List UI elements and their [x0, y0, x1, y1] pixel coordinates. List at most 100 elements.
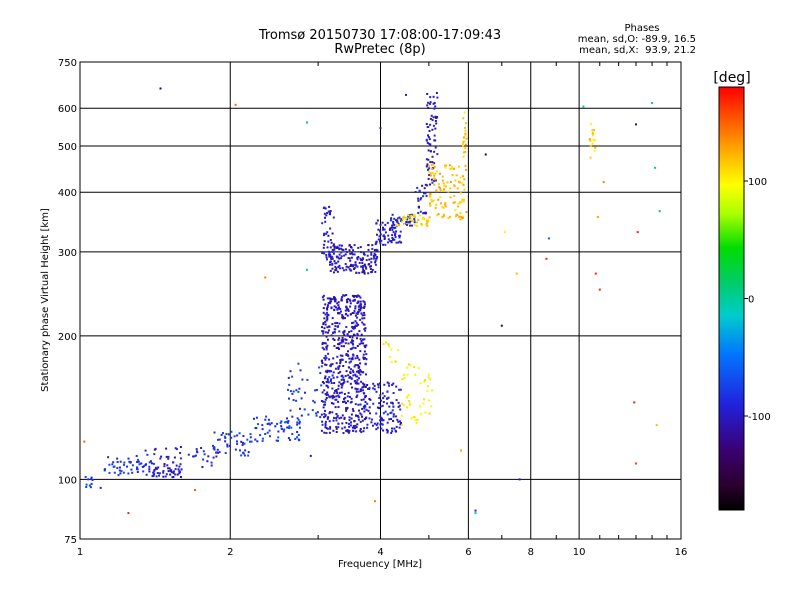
echo-point — [359, 368, 362, 371]
echo-point — [127, 512, 130, 515]
echo-point — [247, 454, 250, 457]
echo-point — [433, 102, 436, 104]
echo-point — [417, 212, 420, 214]
echo-point — [374, 243, 377, 246]
echo-point — [202, 458, 205, 461]
echo-point — [338, 312, 341, 315]
echo-point — [390, 348, 393, 351]
echo-point — [347, 309, 350, 312]
echo-point — [431, 161, 434, 164]
phase-stats-o-mode: mean, sd,O: -89.9, 16.5 — [578, 34, 696, 45]
echo-point — [347, 430, 350, 433]
echo-point — [321, 381, 324, 383]
echo-point — [295, 389, 298, 392]
echo-point — [233, 435, 236, 438]
x-tick-label: 4 — [377, 547, 383, 558]
echo-point — [357, 323, 360, 326]
echo-point — [390, 411, 393, 414]
echo-point — [99, 486, 102, 489]
echo-point — [340, 386, 343, 389]
echo-point — [352, 299, 355, 302]
echo-point — [352, 265, 355, 268]
echo-point — [329, 269, 332, 272]
echo-point — [353, 365, 356, 368]
echo-point — [377, 238, 380, 241]
echo-point — [103, 468, 106, 471]
echo-point — [395, 425, 398, 428]
echo-point — [116, 461, 119, 463]
echo-point — [338, 337, 341, 340]
echo-point — [357, 246, 360, 249]
echo-point — [210, 461, 213, 464]
echo-point — [352, 264, 355, 267]
echo-point — [145, 463, 147, 466]
echo-point — [328, 250, 330, 253]
echo-point — [426, 141, 429, 144]
echo-point — [361, 314, 364, 317]
echo-point — [354, 364, 357, 367]
echo-point — [153, 470, 156, 473]
echo-point — [212, 447, 215, 450]
echo-point — [456, 187, 459, 190]
echo-point — [330, 241, 333, 244]
echo-point — [192, 455, 195, 458]
echo-point — [321, 222, 324, 225]
echo-point — [238, 432, 241, 435]
echo-point — [152, 471, 155, 474]
echo-point — [596, 215, 599, 218]
echo-point — [335, 262, 338, 265]
echo-point — [436, 214, 439, 216]
echo-point — [363, 264, 366, 267]
echo-point — [321, 346, 324, 349]
echo-point — [335, 390, 338, 393]
echo-point — [393, 224, 396, 226]
echo-point — [392, 392, 395, 394]
echo-point — [424, 192, 427, 195]
echo-point — [143, 465, 145, 468]
echo-point — [345, 370, 348, 373]
echo-point — [326, 316, 329, 319]
echo-point — [342, 332, 345, 335]
echo-point — [405, 93, 407, 96]
y-tick-label: 600 — [58, 104, 77, 115]
echo-point — [370, 421, 373, 424]
echo-point — [335, 417, 338, 420]
echo-point — [323, 342, 326, 345]
echo-point — [286, 421, 289, 424]
echo-point — [387, 382, 390, 385]
echo-point — [329, 302, 332, 305]
echo-point — [266, 423, 269, 425]
echo-point — [433, 134, 436, 137]
y-tick-label: 400 — [58, 188, 77, 199]
echo-point — [366, 254, 369, 257]
echo-point — [333, 339, 336, 341]
echo-point — [391, 234, 394, 237]
echo-point — [348, 257, 351, 260]
echo-point — [350, 269, 353, 272]
echo-point — [171, 476, 174, 479]
echo-point — [362, 300, 365, 303]
echo-point — [228, 433, 230, 436]
echo-point — [333, 271, 335, 274]
echo-point — [312, 399, 315, 402]
echo-point — [390, 226, 393, 229]
echo-point — [356, 414, 359, 417]
echo-point — [416, 418, 419, 421]
echo-point — [347, 431, 350, 434]
echo-point — [461, 182, 463, 185]
echo-point — [433, 179, 436, 182]
echo-point — [301, 378, 304, 381]
echo-point — [381, 423, 384, 426]
echo-point — [416, 221, 418, 224]
echo-point — [149, 460, 152, 463]
echo-point — [398, 388, 401, 391]
echo-point — [324, 342, 327, 345]
echo-point — [327, 352, 330, 355]
echo-point — [174, 447, 177, 450]
echo-point — [361, 382, 364, 385]
echo-point — [500, 324, 503, 327]
echo-point — [113, 465, 116, 468]
echo-point — [218, 451, 221, 454]
echo-point — [402, 404, 405, 407]
echo-point — [388, 345, 391, 348]
